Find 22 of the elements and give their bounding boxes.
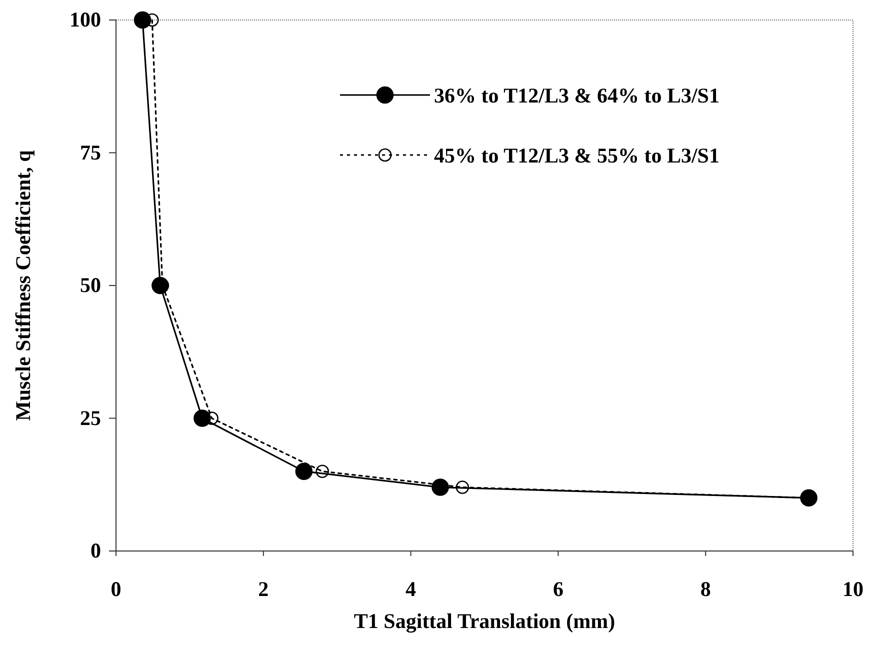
x-tick-label: 6	[552, 576, 564, 601]
y-tick-label: 75	[80, 140, 101, 164]
point	[456, 480, 470, 494]
y-tick-label: 25	[80, 406, 101, 430]
y-tick-label: 100	[70, 8, 101, 32]
x-tick-label: 0	[110, 576, 122, 601]
x-axis-title: T1 Sagittal Translation (mm)	[354, 609, 616, 633]
legend-label: 36% to T12/L3 & 64% to L3/S1	[434, 83, 720, 108]
y-tick-label: 50	[80, 273, 101, 298]
x-tick-label: 2	[258, 576, 269, 601]
point	[432, 478, 449, 496]
point	[194, 410, 211, 427]
x-tick-label: 4	[406, 576, 417, 601]
y-tick-label: 0	[90, 538, 101, 563]
legend-label: 45% to T12/L3 & 55% to L3/S1	[434, 143, 720, 168]
point	[152, 276, 169, 294]
x-tick-label: 8	[700, 576, 711, 601]
x-tick-label: 10	[842, 576, 864, 601]
point	[295, 462, 313, 480]
y-axis-title: Muscle Stiffness Coefficient, q	[11, 150, 35, 421]
point	[316, 464, 330, 478]
point	[134, 11, 152, 29]
